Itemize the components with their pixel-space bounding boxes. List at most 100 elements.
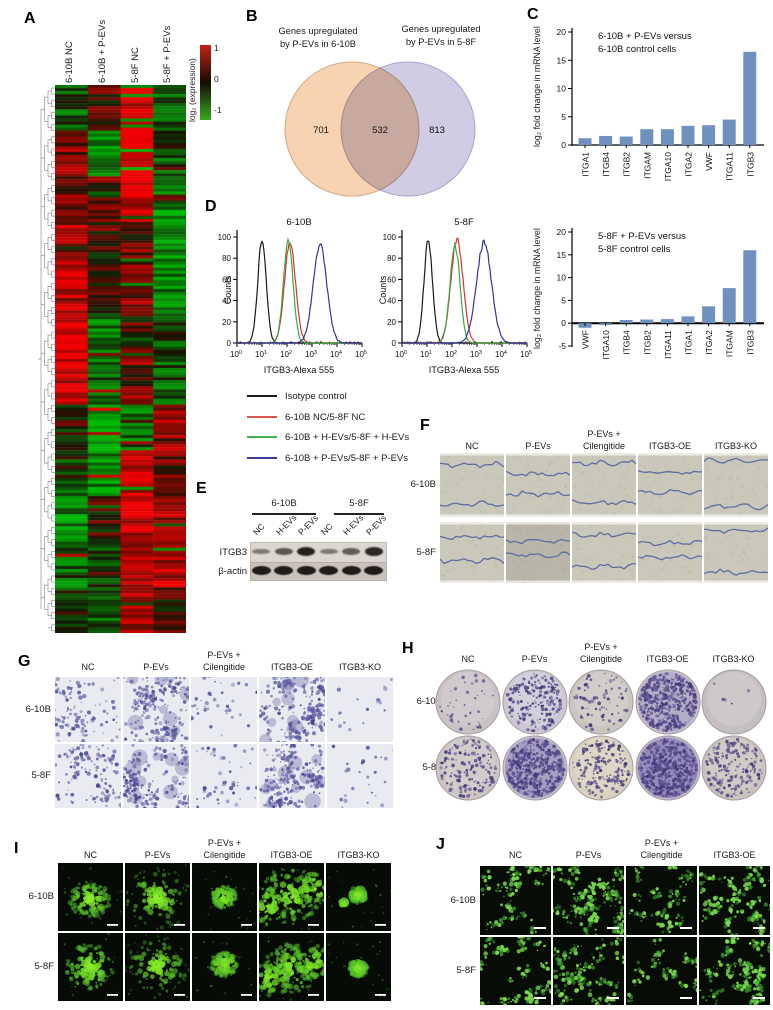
svg-text:ITGB4: ITGB4 <box>622 330 632 355</box>
bar-ITGB3 <box>743 51 757 145</box>
wound-healing-image <box>572 453 636 517</box>
venn-count-overlap: 532 <box>372 125 388 136</box>
heatmap-column-label: 6-10B NC <box>64 41 75 83</box>
heatmap-column-label: 5-8F NC <box>130 47 141 83</box>
column-header: ITGB3-OE <box>648 441 691 451</box>
bar-ITGAM <box>640 129 654 145</box>
colony-formation-dish <box>435 669 501 735</box>
svg-text:ITGA1: ITGA1 <box>684 330 694 355</box>
panel-f-label: F <box>420 417 430 434</box>
svg-text:102: 102 <box>280 350 292 359</box>
colony-formation-dish <box>635 735 700 801</box>
row-label: 6-10B <box>416 696 442 707</box>
row-label: 6-10B <box>25 703 51 715</box>
svg-text:ITGAM: ITGAM <box>725 330 735 357</box>
column-header: ITGB3-OE <box>713 850 756 860</box>
transwell-migration-image <box>55 744 121 808</box>
sphere-formation-image <box>259 933 324 1001</box>
svg-text:5: 5 <box>561 295 566 305</box>
svg-text:5-8F control cells: 5-8F control cells <box>598 244 671 255</box>
venn-right-circle <box>340 61 476 197</box>
colony-formation-dish <box>635 669 700 735</box>
scale-bar <box>680 927 692 929</box>
row-label: 6-10B <box>410 479 436 490</box>
scale-bar <box>375 994 386 996</box>
venn-count-left: 701 <box>313 125 329 136</box>
blot-row-label-itgb3: ITGB3 <box>219 547 247 558</box>
scale-bar <box>680 997 692 999</box>
scale-bar <box>107 994 118 996</box>
flow-curve <box>237 240 362 344</box>
transwell-migration-image <box>191 677 257 742</box>
bar-ITGA11 <box>722 119 736 145</box>
svg-text:100: 100 <box>395 350 407 359</box>
svg-text:15: 15 <box>557 55 567 65</box>
flow-histogram-6-10b: 6-10B 0 20 40 60 80 100 100 101 102 103 104 105 ITGB3… <box>218 217 367 375</box>
row-label: 5-8F <box>416 546 436 558</box>
svg-text:ITGA10: ITGA10 <box>663 152 673 182</box>
adhesion-cells-image <box>699 937 770 1005</box>
blot-group-underline <box>334 513 384 515</box>
colorbar-tick-neg1: -1 <box>214 105 222 115</box>
svg-text:ITGB2: ITGB2 <box>622 152 632 177</box>
svg-text:100: 100 <box>383 233 397 242</box>
scale-bar <box>174 924 185 926</box>
column-header: NC <box>461 654 475 664</box>
scale-bar <box>607 927 619 929</box>
colorbar-tick-1: 1 <box>214 43 219 53</box>
flow-curve <box>402 239 527 344</box>
svg-text:ITGB3: ITGB3 <box>745 152 755 177</box>
colorbar-tick-0: 0 <box>214 74 219 84</box>
colony-formation-dish <box>701 669 766 735</box>
column-header: P-EVs <box>521 654 548 664</box>
column-header: P-EVs + Cilengitide <box>203 838 246 860</box>
legend-swatch <box>247 436 277 438</box>
adhesion-cells-image <box>553 866 624 935</box>
legend-swatch <box>247 456 277 459</box>
column-header: ITGB3-KO <box>337 850 380 860</box>
scale-bar <box>174 994 185 996</box>
svg-text:104: 104 <box>330 350 342 359</box>
svg-text:6-10B control cells: 6-10B control cells <box>598 44 676 55</box>
column-header: ITGB3-KO <box>338 662 381 672</box>
heatmap-column-label: 6-10B + P-EVs <box>97 19 108 83</box>
adhesion-cells-image <box>480 937 551 1005</box>
svg-text:ITGB3-Alexa 555: ITGB3-Alexa 555 <box>264 365 334 375</box>
blot-lane-label: P-EVs <box>295 512 321 537</box>
column-header: P-EVs <box>143 662 169 672</box>
column-header: ITGB3-KO <box>714 441 757 451</box>
bar-ITGA11 <box>660 319 674 324</box>
svg-text:40: 40 <box>222 297 231 306</box>
bar-ITGA2 <box>681 125 695 145</box>
sphere-formation-image <box>326 933 391 1001</box>
column-header: NC <box>84 850 97 860</box>
svg-text:ITGA11: ITGA11 <box>725 152 735 181</box>
column-header: P-EVs <box>575 850 602 860</box>
svg-text:10: 10 <box>557 84 567 94</box>
row-label: 5-8F <box>31 770 51 781</box>
flow-curve <box>237 236 362 344</box>
sphere-formation-image <box>58 933 123 1001</box>
venn-right-title-line2: by P-EVs in 5-8F <box>405 37 477 47</box>
adhesion-cells-image <box>553 937 624 1005</box>
panel-a-label: A <box>24 10 36 27</box>
svg-text:6-10B + P-EVs versus: 6-10B + P-EVs versus <box>598 31 692 42</box>
column-header: P-EVs + Cilengitide <box>640 838 683 860</box>
svg-text:-5: -5 <box>558 341 566 351</box>
svg-text:ITGA11: ITGA11 <box>663 330 673 359</box>
blot-band-itgb3 <box>319 548 338 555</box>
svg-text:5-8F + P-EVs versus: 5-8F + P-EVs versus <box>598 231 686 242</box>
column-header: P-EVs + Cilengitide <box>579 642 623 664</box>
wound-healing-image <box>704 453 768 517</box>
bar-ITGB3 <box>743 250 757 324</box>
blot-lane-label: H-EVs <box>273 512 298 537</box>
scale-bar <box>534 997 546 999</box>
svg-text:20: 20 <box>222 318 231 327</box>
venn-diagram: 701 532 813 <box>284 61 476 197</box>
blot-lane-label: H-EVs <box>340 512 366 537</box>
panel-c-label: C <box>527 6 539 23</box>
svg-text:ITGA1: ITGA1 <box>581 152 591 177</box>
svg-text:ITGB3-Alexa 555: ITGB3-Alexa 555 <box>429 365 499 375</box>
sphere-formation-image <box>125 933 190 1001</box>
